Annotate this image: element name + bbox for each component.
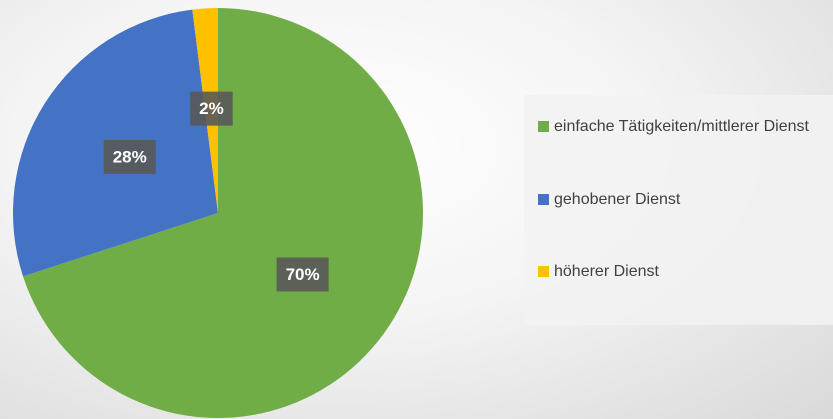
data-label: 2% [190,91,233,126]
legend-label: einfache Tätigkeiten/mittlerer Dienst [554,118,809,135]
data-label-box [103,139,156,174]
legend-swatch [538,121,549,132]
legend-label: gehobener Dienst [554,191,681,208]
legend-entry: höherer Dienst [538,259,824,284]
legend-label: höherer Dienst [554,263,659,280]
data-label-box [190,91,233,126]
legend: einfache Tätigkeiten/mittlerer Dienst geh… [524,95,833,325]
legend-swatch [538,194,549,205]
data-label-text: 70% [286,265,320,284]
data-label: 28% [103,139,156,174]
data-label-text: 28% [113,147,147,166]
pie-slice [23,8,423,418]
legend-entry: gehobener Dienst [538,187,824,212]
data-label: 70% [276,257,329,292]
legend-entry: einfache Tätigkeiten/mittlerer Dienst [538,114,824,139]
data-label-text: 2% [199,99,224,118]
data-label-box [276,257,329,292]
legend-swatch [538,266,549,277]
chart: 70% 28% 2% [12,8,423,418]
